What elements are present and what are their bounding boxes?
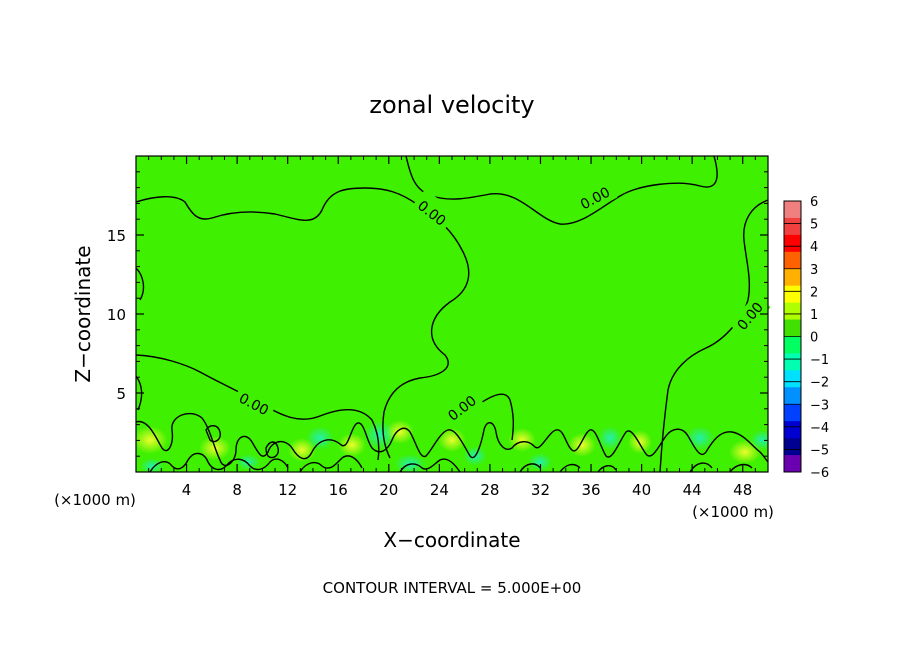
colorbar-swatch <box>784 302 801 321</box>
colorbar-label: 0 <box>810 331 818 346</box>
x-tick-label: 44 <box>683 481 702 499</box>
colorbar-swatch <box>784 370 801 388</box>
colorbar-label: −2 <box>810 376 829 391</box>
x-tick-label: 12 <box>278 481 297 499</box>
colorbar-swatch <box>784 201 801 219</box>
colorbar: 6 5 4 3 2 1 0 −1 −2 −3 −4 −5 −6 <box>783 195 829 481</box>
colorbar-label: 5 <box>810 218 818 233</box>
contour-line-left-mid <box>136 354 380 461</box>
y-axis: 5 10 15 <box>107 171 768 457</box>
colorbar-label: 1 <box>810 308 818 323</box>
x-tick-label: 16 <box>329 481 348 499</box>
contour-lobes-bottom <box>136 412 768 466</box>
colorbar-swatch <box>784 438 801 456</box>
x-tick-label: 32 <box>531 481 550 499</box>
x-tick-label: 48 <box>733 481 752 499</box>
contour-line-mid-right <box>469 393 515 441</box>
y-tick-label: 10 <box>107 306 126 324</box>
colorbar-label: 6 <box>810 195 818 210</box>
contour-lobes-lower <box>149 452 753 472</box>
colorbar-swatch <box>784 353 801 371</box>
colorbar-swatch <box>784 217 801 236</box>
contour-line-left-edge <box>136 267 145 301</box>
colorbar-label: −6 <box>810 466 829 481</box>
x-tick-label: 4 <box>182 481 192 499</box>
colorbar-label: 3 <box>810 263 818 278</box>
colorbar-swatch <box>784 251 801 270</box>
colorbar-label: 4 <box>810 240 818 255</box>
contour-closed-small <box>265 441 280 459</box>
x-tick-label: 28 <box>480 481 499 499</box>
colorbar-swatch <box>784 285 801 304</box>
colorbar-swatch <box>784 421 801 439</box>
colorbar-label: −3 <box>810 398 829 413</box>
y-tick-label: 15 <box>107 227 126 245</box>
contour-labels: 0.00 0.00 0.00 0.00 0.00 <box>231 179 771 429</box>
x-unit-left: (×1000 m) <box>54 491 136 509</box>
colorbar-swatch <box>784 336 801 354</box>
x-tick-label: 24 <box>430 481 449 499</box>
x-axis: 4 8 12 16 20 24 28 32 36 40 44 48 <box>148 156 756 499</box>
x-tick-label: 20 <box>379 481 398 499</box>
colorbar-label: −1 <box>810 353 829 368</box>
colorbar-swatch <box>784 387 801 405</box>
colorbar-label: −5 <box>810 443 829 458</box>
colorbar-swatch <box>784 268 801 287</box>
colorbar-swatch <box>784 319 801 337</box>
colorbar-label: 2 <box>810 285 818 300</box>
x-tick-label: 8 <box>232 481 242 499</box>
x-axis-label: X−coordinate <box>383 528 520 552</box>
colorbar-swatch <box>784 234 801 253</box>
x-unit-right: (×1000 m) <box>692 503 774 521</box>
contour-line-right <box>659 199 768 472</box>
chart-title: zonal velocity <box>369 91 534 119</box>
contour-interval-footer: CONTOUR INTERVAL = 5.000E+00 <box>323 579 582 597</box>
colorbar-swatch <box>784 455 801 473</box>
y-tick-label: 5 <box>116 385 126 403</box>
colorbar-label: −4 <box>810 421 829 436</box>
x-tick-label: 36 <box>581 481 600 499</box>
colorbar-swatch <box>784 404 801 422</box>
contour-line-left-edge-2 <box>136 375 143 411</box>
y-axis-label: Z−coordinate <box>71 245 95 382</box>
contour-closed-small-2 <box>205 425 222 443</box>
x-tick-label: 40 <box>632 481 651 499</box>
